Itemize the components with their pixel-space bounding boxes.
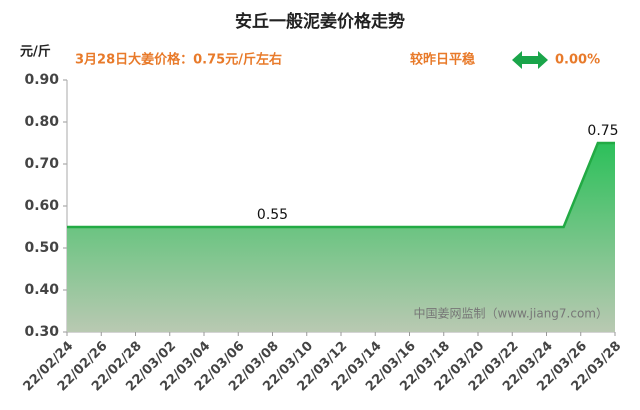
y-tick-label: 0.50 <box>24 240 59 256</box>
change-note: 较昨日平稳 <box>410 52 475 68</box>
y-tick-label: 0.80 <box>24 114 59 130</box>
y-tick-label: 0.60 <box>24 198 59 214</box>
area <box>67 143 615 332</box>
change-value: 0.00% <box>555 53 600 68</box>
data-label: 0.75 <box>587 123 618 139</box>
line <box>67 141 615 229</box>
y-axis-label: 元/斤 <box>20 44 51 60</box>
y-tick-label: 0.90 <box>24 72 59 88</box>
y-tick-label: 0.40 <box>24 282 59 298</box>
watermark: 中国姜网监制（www.jiang7.com） <box>414 306 608 321</box>
y-tick-label: 0.70 <box>24 156 59 172</box>
stable-arrow <box>512 51 548 69</box>
price-note: 3月28日大姜价格：0.75元/斤左右 <box>75 52 282 68</box>
chart-title: 安丘一般泥姜价格走势 <box>235 11 405 32</box>
data-label: 0.55 <box>257 207 288 223</box>
y-tick-label: 0.30 <box>24 324 59 340</box>
